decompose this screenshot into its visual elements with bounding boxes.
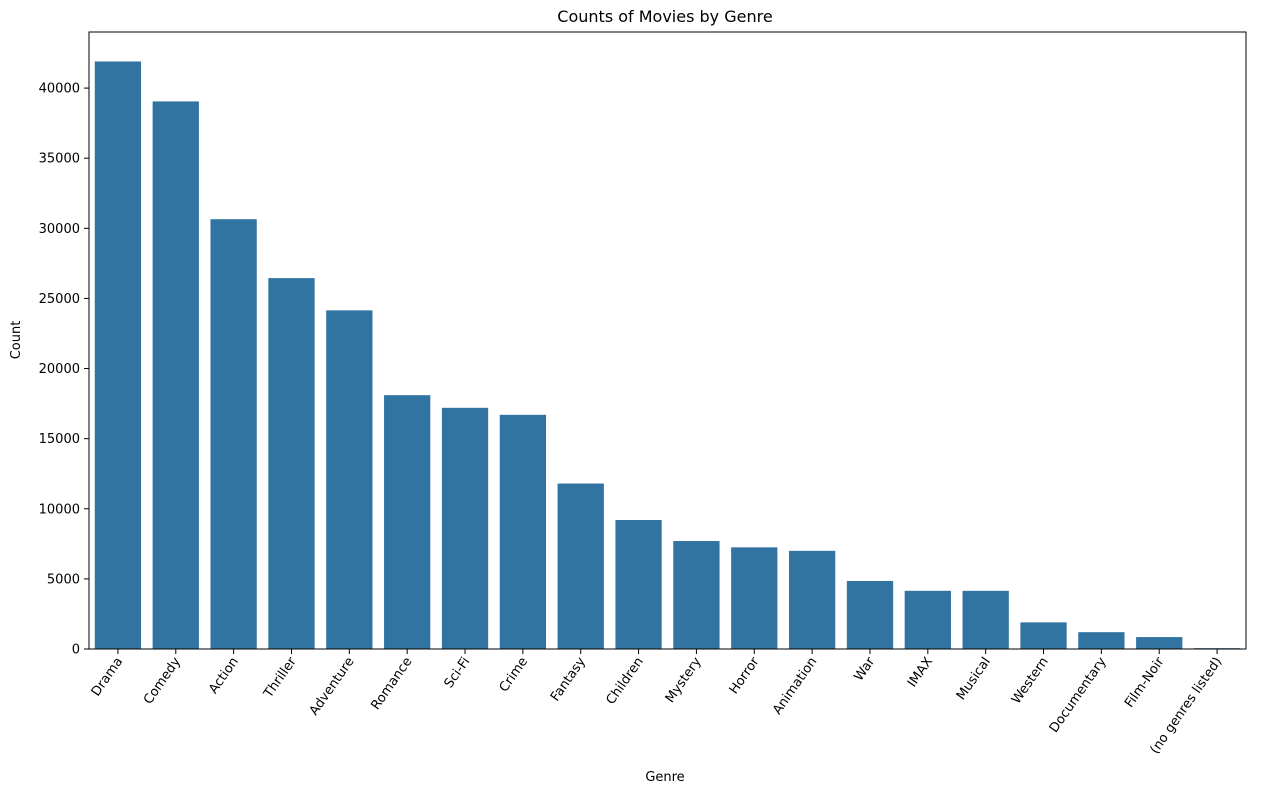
y-tick-label: 5000 [47,572,80,587]
x-tick-label: Thriller [261,654,300,701]
bar-sci-fi [441,407,489,649]
y-tick-label: 25000 [39,292,80,307]
bar-thriller [268,278,315,649]
x-tick-label: Romance [369,655,416,713]
x-tick-label: Sci-Fi [442,655,474,691]
y-tick-label: 20000 [39,362,80,377]
plot-frame [88,31,1247,650]
bar-mystery [673,541,720,649]
x-tick-label: Fantasy [548,654,589,704]
x-tick-label: Western [1009,655,1052,707]
x-tick-label: Mystery [663,654,705,705]
bar-western [1020,622,1067,649]
y-tick-label: 30000 [39,222,80,237]
x-tick-label: IMAX [905,655,936,691]
bar-war [846,580,894,649]
x-tick-label: Action [206,655,242,697]
bar-horror [731,547,778,649]
x-tick-label: Comedy [141,654,184,707]
bar-crime [499,414,547,649]
bar-drama [94,61,142,649]
y-tick-label: 40000 [39,82,80,97]
bar-action [210,219,257,649]
x-tick-label: Animation [770,655,820,718]
bars-group [94,61,1241,649]
x-tick-label: Documentary [1047,654,1110,735]
y-axis-ticks: 0 5000 10000 15000 20000 25000 30000 35000 40000 [39,82,89,658]
x-tick-label: Children [604,655,647,708]
bar-children [615,519,662,649]
x-tick-label: Musical [954,655,994,703]
bar-documentary [1078,632,1125,649]
y-tick-label: 15000 [39,432,80,447]
y-tick-label: 35000 [39,152,80,167]
bar-film-noir [1136,637,1183,649]
chart-title: Counts of Movies by Genre [557,7,772,26]
bar-fantasy [557,483,604,649]
x-tick-label: Horror [727,654,763,697]
x-axis-label: Genre [645,770,684,785]
x-tick-label: War [851,654,878,684]
y-tick-label: 0 [72,643,80,658]
x-tick-label: Adventure [307,655,358,719]
bar-imax [904,590,951,649]
x-axis-ticks: Drama Comedy Action Thriller Adventure Romanc… [89,649,1225,757]
bar-musical [962,590,1009,649]
x-tick-label: Drama [89,655,126,700]
bar-animation [788,550,836,649]
x-tick-label: Crime [497,655,531,695]
y-axis-label: Count [9,321,24,360]
x-tick-label: Film-Noir [1122,654,1168,710]
bar-adventure [326,310,373,649]
y-tick-label: 10000 [39,502,80,517]
bar-comedy [152,101,199,649]
bar-romance [384,395,431,649]
